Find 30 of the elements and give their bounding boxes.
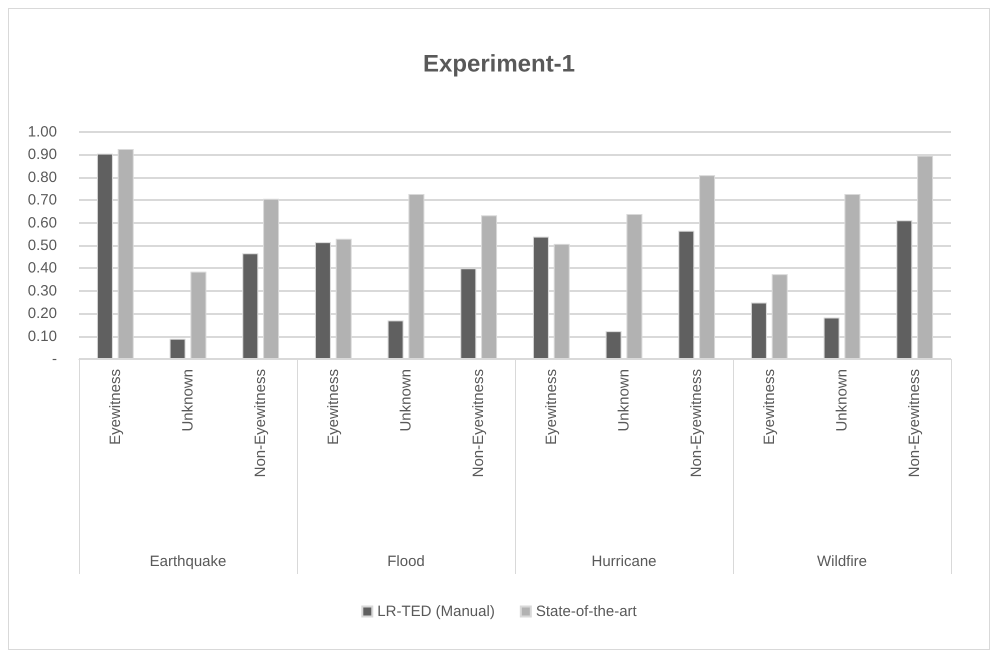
x-tick-label: Unknown xyxy=(398,369,414,432)
y-tick-label: 0.30 xyxy=(28,282,57,300)
x-tick-label: Non-Eyewitness xyxy=(252,369,270,478)
text: Wildfire xyxy=(816,553,868,570)
y-tick-label: 0.10 xyxy=(28,328,57,345)
x-tick-label: Non-Eyewitness xyxy=(688,369,706,478)
x-tick-label: Non-Eyewitness xyxy=(470,369,488,478)
y-tick-label: 1.00 xyxy=(28,124,57,140)
x-tick-label: Eyewitness xyxy=(542,369,560,445)
chart-title: Experiment-1 xyxy=(422,50,576,78)
y-tick-label: 0.20 xyxy=(28,305,57,322)
x-tick-label: Unknown xyxy=(834,369,850,432)
text: Earthquake xyxy=(150,553,226,570)
y-tick-label: - xyxy=(52,350,57,368)
y-tick-label: 0.40 xyxy=(28,260,57,277)
y-tick-label: 0.80 xyxy=(28,168,57,186)
x-tick-label: Non-Eyewitness xyxy=(906,369,924,478)
x-tick-label: Unknown xyxy=(616,369,632,432)
y-tick-label: 0.70 xyxy=(28,192,57,209)
y-tick-label: 0.90 xyxy=(28,146,57,164)
x-tick-label: Eyewitness xyxy=(760,369,778,445)
legend-label: LR-TED (Manual) xyxy=(377,603,495,620)
legend-label: State-of-the-art xyxy=(536,603,638,620)
x-tick-label: Eyewitness xyxy=(106,369,124,445)
y-tick-label: 0.60 xyxy=(28,214,57,232)
x-tick-label: Eyewitness xyxy=(324,369,342,445)
text: Hurricane xyxy=(591,553,657,570)
text: Flood xyxy=(387,553,425,570)
x-tick-label: Unknown xyxy=(180,369,196,432)
y-tick-label: 0.50 xyxy=(28,237,57,254)
